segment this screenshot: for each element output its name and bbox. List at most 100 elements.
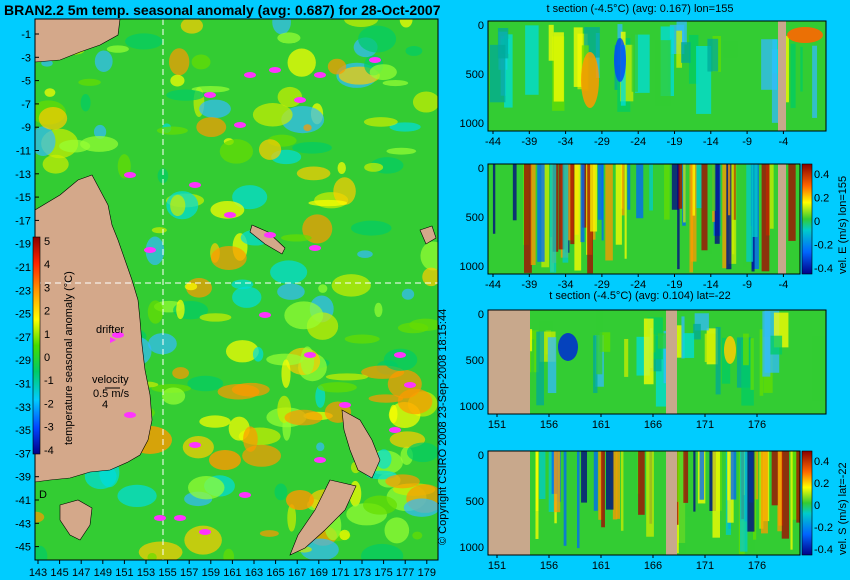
section-x-tick: 166 [644,560,662,572]
tasmania-land [59,499,93,541]
section-x-tick: 171 [696,419,714,431]
drifter-marker [394,352,406,358]
lat-tick-label: -25 [15,309,31,321]
anomaly-blob [266,353,304,366]
drifter-marker [189,182,201,188]
anomaly-blob [210,200,245,219]
section-stripe [634,451,639,512]
map-colorbar-tick: 3 [44,282,50,294]
lat-tick-label: -9 [21,122,31,134]
section-stripe [701,164,708,251]
anomaly-blob [94,50,113,72]
anomaly-blob [399,19,413,28]
map-colorbar-tick: 4 [44,259,50,271]
section-stripe [740,451,748,552]
velocity-colorbar-tick: 0.2 [814,478,829,490]
section-stripe [545,164,554,238]
section-land [488,310,530,414]
anomaly-blob [147,300,164,324]
map-colorbar-tick: 2 [44,306,50,318]
anomaly-blob [406,442,438,463]
drifter-marker [204,92,216,98]
section-stripe [769,164,774,229]
anomaly-blob [223,548,235,560]
anomaly-blob [231,382,270,397]
drifter-marker [314,72,326,78]
section-frame [487,163,801,275]
section-stripe [800,46,803,92]
drifter-marker [314,457,326,463]
velocity-colorbar-tick: 0.4 [814,456,829,468]
anomaly-blob [169,48,190,76]
velocity-colorbar-tick: -0.2 [814,240,833,252]
section-stripe [788,164,796,241]
section-stripe [547,337,557,394]
section-x-tick: 156 [540,560,558,572]
lon-tick-label: 177 [396,567,414,579]
lat-tick-label: -37 [15,448,31,460]
section-stripe [752,451,757,540]
section-stripe [722,164,728,269]
section-x-tick: -14 [703,136,719,148]
drifter-marker [154,515,166,521]
anomaly-blob [252,103,293,127]
section-stripe [646,451,654,537]
section-stripe [681,42,691,63]
section-stripe [643,318,654,385]
section-stripe [678,164,683,209]
anomaly-blob [287,48,316,77]
section-stripe [825,26,826,69]
lon-tick-label: 169 [310,567,328,579]
section-frame [487,309,827,415]
section-stripe [590,164,598,232]
section-stripe [541,164,550,268]
anomaly-blob [188,475,225,500]
section-stripe [598,451,603,520]
section-x-tick: -29 [594,279,610,291]
lat-tick-label: -17 [15,215,31,227]
anomaly-blob [162,387,186,405]
section-stripe [655,40,671,106]
section-stripe [772,39,784,74]
section-stripe [638,451,645,515]
section-stripe [728,164,731,216]
cold-spot [614,38,626,82]
velocity-colorbar-tick: 0.4 [814,169,829,181]
section-y-tick: 500 [466,69,484,81]
section-y-tick: 500 [466,496,484,508]
section-stripe [759,329,764,396]
lat-tick-label: -33 [15,402,31,414]
anomaly-blob [172,367,190,379]
anomaly-blob [397,322,429,334]
lat-tick-label: -5 [21,76,31,88]
anomaly-blob [331,274,371,297]
anomaly-blob [258,139,282,160]
anomaly-blob [369,64,397,80]
map-colorbar-tick: -4 [44,445,54,457]
anomaly-blob [405,45,423,56]
anomaly-blob [284,301,324,330]
section-x-tick: 176 [748,560,766,572]
section-x-tick: -34 [558,136,574,148]
section-stripe [636,164,644,219]
drifter-marker [269,67,281,73]
section-stripe [574,164,582,271]
section-stripe [723,41,738,58]
anomaly-blob [277,86,303,108]
section-y-tick: 0 [478,20,484,32]
section-stripe [537,164,545,262]
section-stripe [711,164,716,211]
anomaly-blob [184,525,222,555]
anomaly-blob [368,394,404,403]
anomaly-blob [199,313,232,322]
velocity-colorbar [801,163,813,275]
section-stripe [770,335,783,355]
anomaly-blob [180,19,204,34]
section-stripe [580,164,585,243]
lon-tick-label: 161 [223,567,241,579]
drifter-marker [339,402,351,408]
anomaly-blob [270,260,308,284]
section-land [666,310,677,414]
section-y-tick: 0 [478,163,484,175]
lon-tick-label: 165 [266,567,284,579]
